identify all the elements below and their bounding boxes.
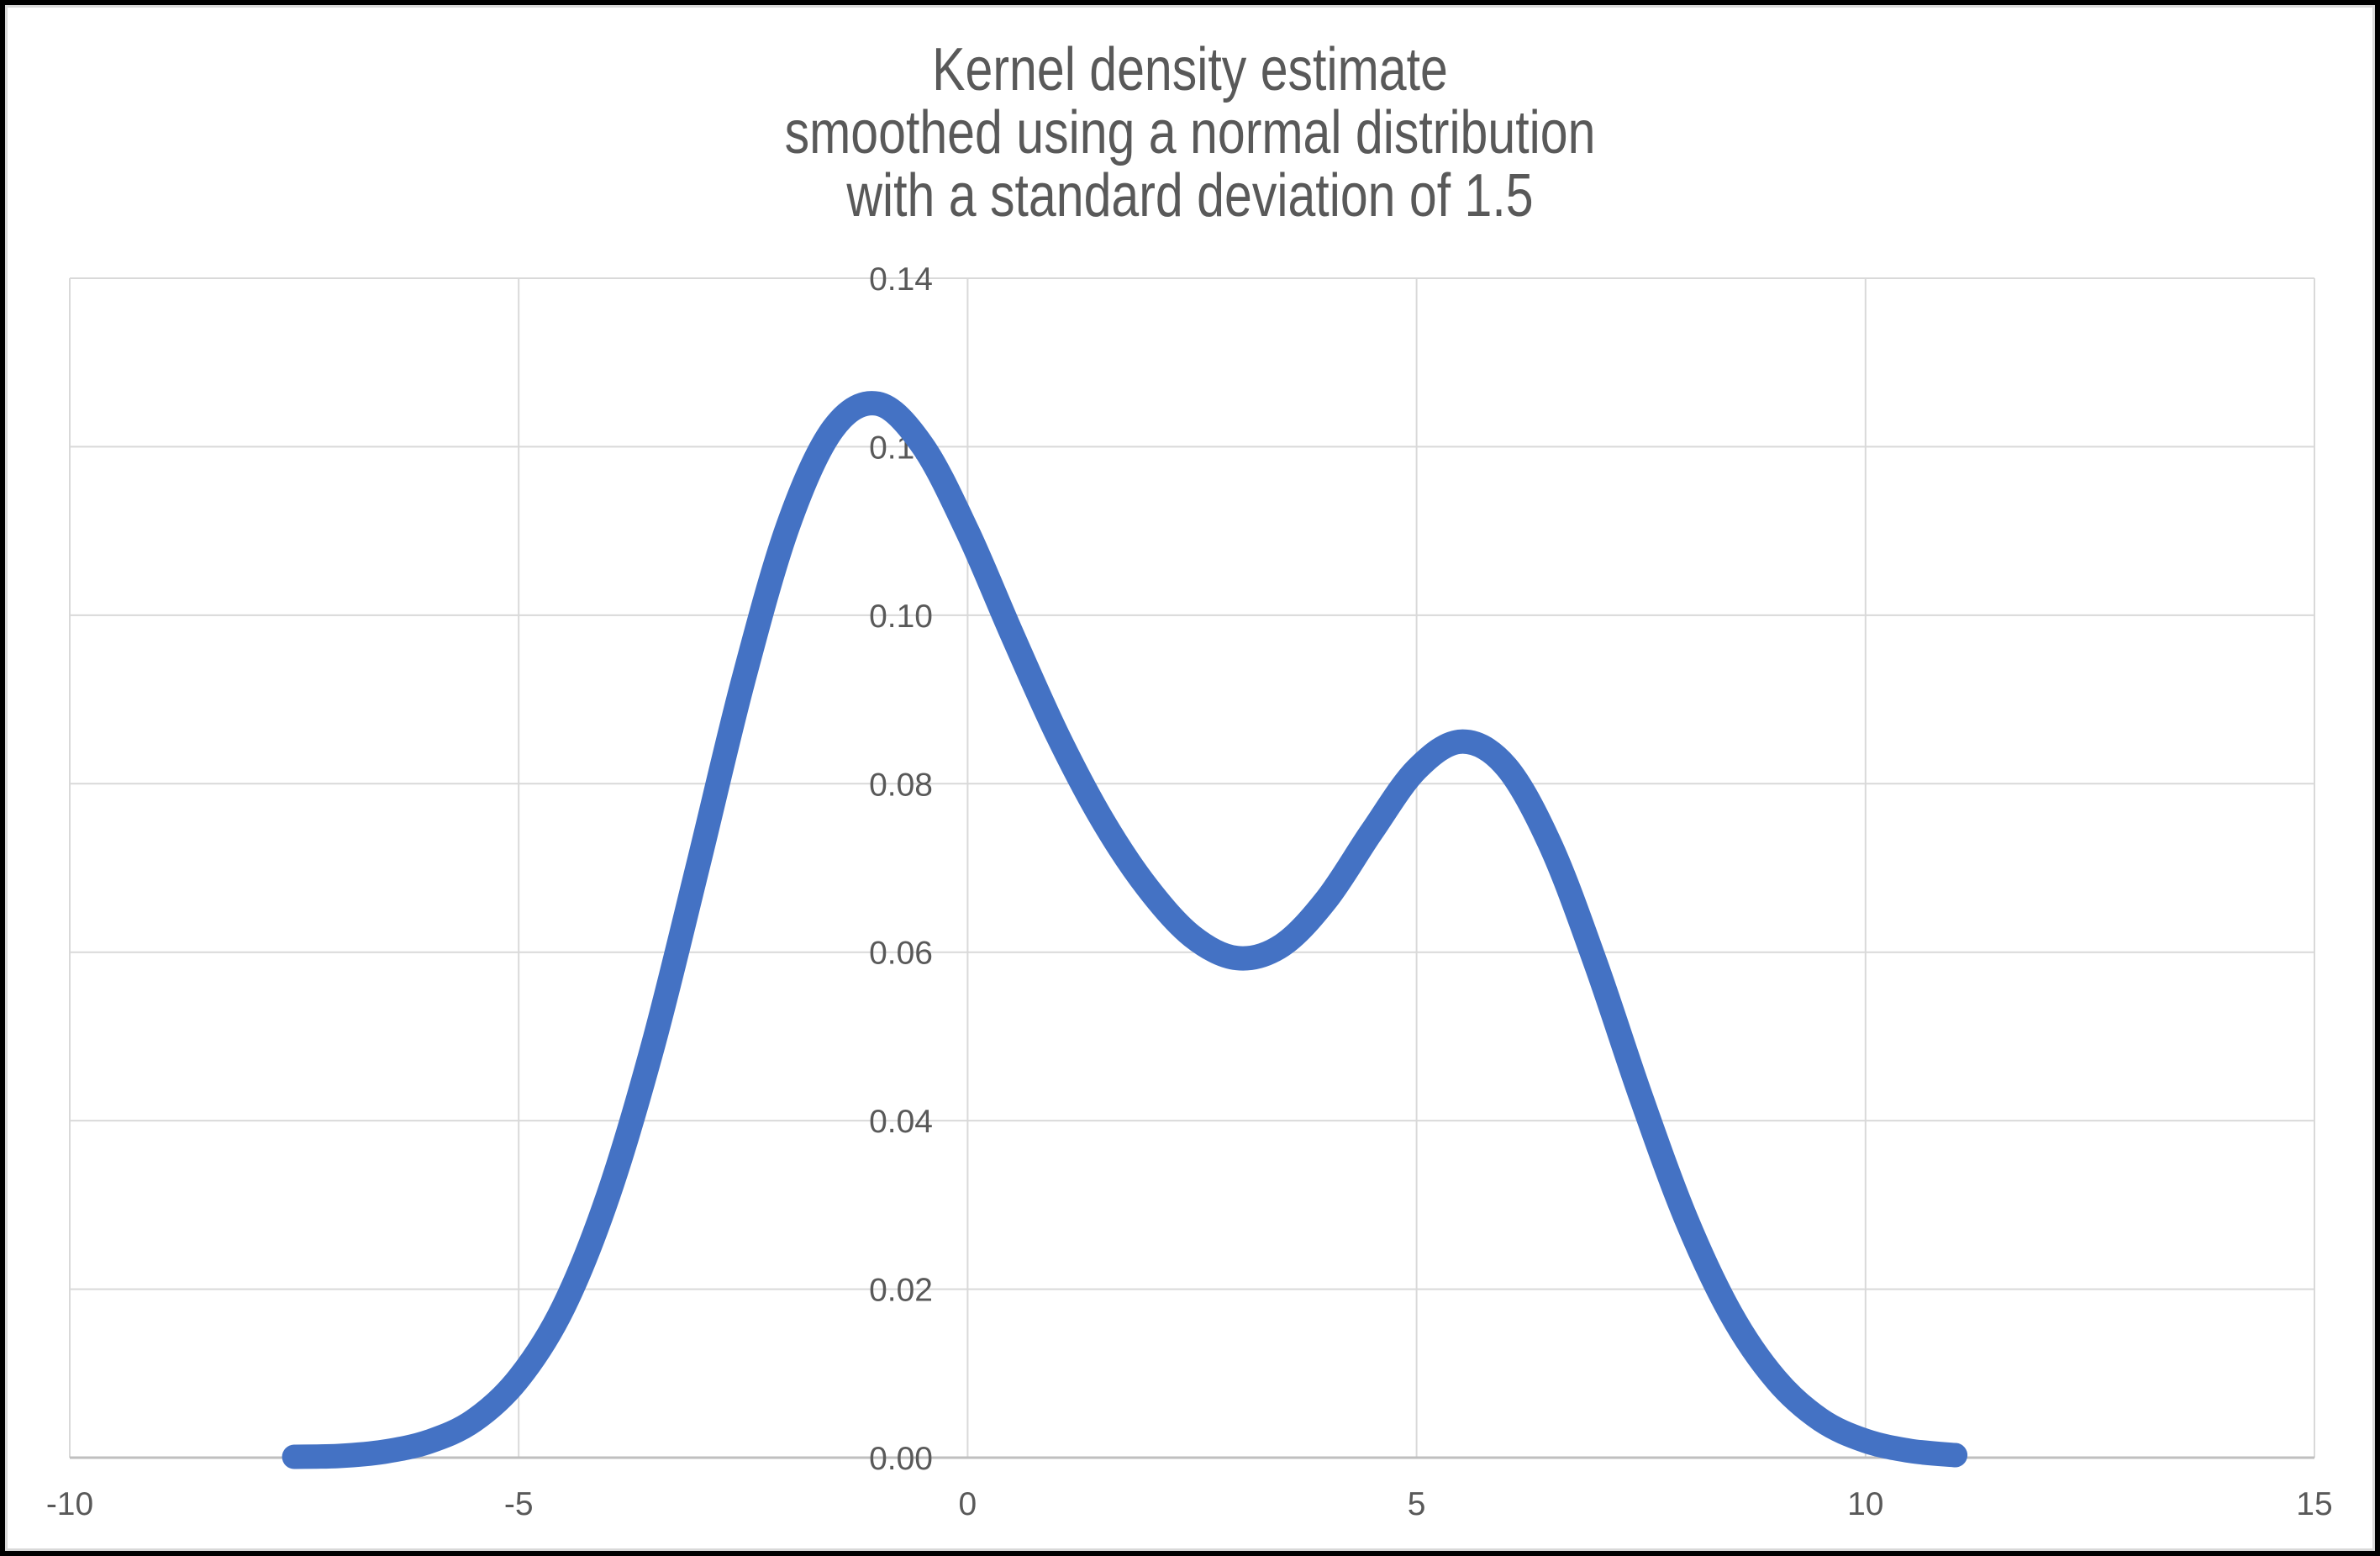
y-tick-label: 0.14 bbox=[869, 261, 933, 298]
y-axis-tick-labels: 0.000.020.040.060.080.100.120.14 bbox=[869, 261, 933, 1477]
chart-title-line-1: Kernel density estimate bbox=[932, 36, 1448, 103]
y-tick-label: 0.00 bbox=[869, 1441, 933, 1477]
gridlines bbox=[69, 277, 2315, 1458]
x-tick-label: 15 bbox=[2296, 1486, 2332, 1522]
y-tick-label: 0.10 bbox=[869, 599, 933, 635]
y-tick-label: 0.02 bbox=[869, 1273, 933, 1309]
y-tick-label: 0.08 bbox=[869, 767, 933, 803]
x-tick-label: 0 bbox=[959, 1486, 977, 1522]
x-tick-label: -10 bbox=[46, 1486, 93, 1522]
x-tick-label: -5 bbox=[504, 1486, 534, 1522]
series-layer bbox=[282, 391, 1968, 1469]
y-tick-label: 0.06 bbox=[869, 936, 933, 972]
y-tick-label: 0.04 bbox=[869, 1104, 933, 1140]
kde-curve-series bbox=[282, 391, 1968, 1469]
x-tick-label: 10 bbox=[1847, 1486, 1883, 1522]
x-axis-tick-labels: -10 -5 0 5 10 15 bbox=[46, 1486, 2333, 1522]
x-tick-label: 5 bbox=[1408, 1486, 1426, 1522]
chart-title-line-3: with a standard deviation of 1.5 bbox=[846, 162, 1534, 229]
chart-title: Kernel density estimate smoothed using a… bbox=[214, 39, 2166, 228]
chart-title-line-2: smoothed using a normal distribution bbox=[784, 99, 1596, 166]
